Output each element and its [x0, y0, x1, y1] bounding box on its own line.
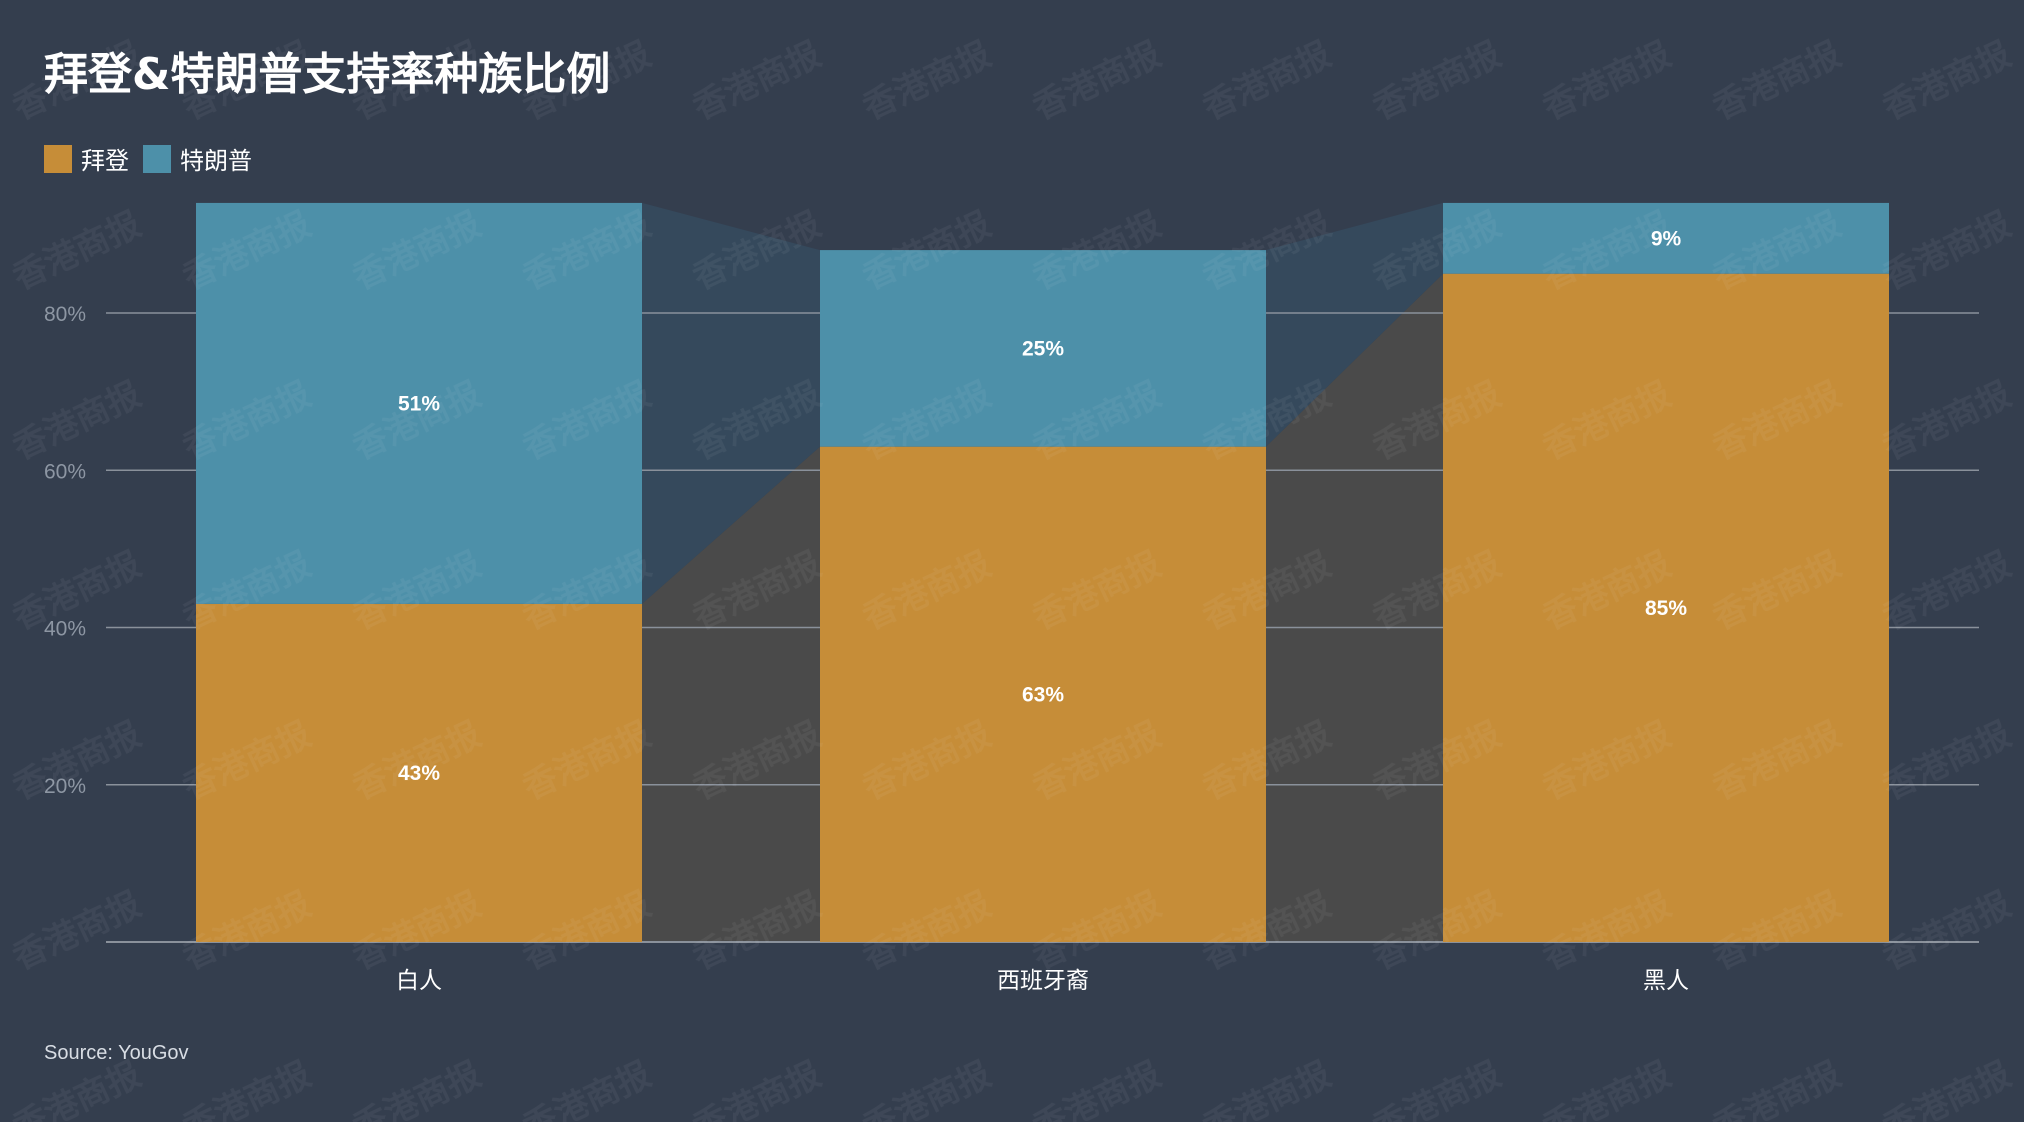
watermark: 香港商报	[1877, 204, 2017, 298]
watermark: 香港商报	[517, 34, 657, 128]
watermark: 香港商报	[1877, 374, 2017, 468]
data-label-biden: 85%	[1645, 597, 1687, 620]
chart-title: 拜登&特朗普支持率种族比例	[44, 49, 611, 100]
bar-trump	[820, 250, 1266, 447]
watermark: 香港商报	[1027, 1054, 1167, 1122]
data-label-biden: 43%	[398, 762, 440, 785]
watermark: 香港商报	[687, 34, 827, 128]
y-tick-label: 60%	[44, 460, 86, 483]
watermark: 香港商报	[1197, 1054, 1337, 1122]
bar-trump	[196, 202, 642, 604]
source-note: Source: YouGov	[44, 1042, 189, 1064]
legend-item-trump[interactable]: 特朗普	[143, 141, 252, 176]
watermark: 香港商报	[347, 34, 487, 128]
legend-swatch-biden	[44, 144, 72, 173]
watermark: 香港商报	[1877, 544, 2017, 638]
watermark: 香港商报	[1707, 1054, 1847, 1122]
connector-biden	[642, 446, 820, 942]
connector-trump	[1266, 202, 1443, 447]
watermark: 香港商报	[1197, 34, 1337, 128]
data-label-trump: 25%	[1022, 337, 1064, 360]
data-label-biden: 63%	[1022, 683, 1064, 706]
watermark: 香港商报	[857, 34, 997, 128]
y-tick-label: 80%	[44, 303, 86, 326]
bar-biden	[1443, 273, 1889, 942]
legend: 拜登 特朗普	[44, 141, 266, 176]
watermark: 香港商报	[1877, 34, 2017, 128]
y-tick-label: 20%	[44, 775, 86, 798]
watermark: 香港商报	[7, 884, 147, 978]
connector-biden	[1266, 273, 1443, 942]
watermark: 香港商报	[177, 34, 317, 128]
bar-trump	[1443, 202, 1889, 274]
watermark: 香港商报	[347, 1054, 487, 1122]
legend-label-biden: 拜登	[81, 147, 129, 175]
watermark: 香港商报	[177, 1054, 317, 1122]
watermark: 香港商报	[517, 1054, 657, 1122]
legend-item-biden[interactable]: 拜登	[44, 141, 129, 176]
watermark: 香港商报	[1537, 1054, 1677, 1122]
x-category-label: 黑人	[1643, 968, 1689, 994]
legend-swatch-trump	[143, 144, 171, 173]
legend-label-trump: 特朗普	[180, 147, 252, 175]
watermark: 香港商报	[1367, 34, 1507, 128]
watermark: 香港商报	[1877, 714, 2017, 808]
watermark: 香港商报	[857, 1054, 997, 1122]
watermark: 香港商报	[1877, 1054, 2017, 1122]
watermark: 香港商报	[7, 204, 147, 298]
connector-trump	[642, 202, 820, 604]
bar-biden	[820, 446, 1266, 942]
x-category-label: 白人	[396, 968, 442, 994]
bar-biden	[196, 603, 642, 942]
x-category-label: 西班牙裔	[997, 968, 1089, 994]
watermark: 香港商报	[687, 1054, 827, 1122]
watermark: 香港商报	[1877, 884, 2017, 978]
watermark: 香港商报	[1367, 1054, 1507, 1122]
data-label-trump: 51%	[398, 392, 440, 415]
watermark: 香港商报	[1707, 34, 1847, 128]
watermark: 香港商报	[1027, 34, 1167, 128]
watermark: 香港商报	[1537, 34, 1677, 128]
data-label-trump: 9%	[1651, 227, 1682, 250]
watermark: 香港商报	[7, 374, 147, 468]
y-tick-label: 40%	[44, 618, 86, 641]
watermark: 香港商报	[7, 34, 147, 128]
